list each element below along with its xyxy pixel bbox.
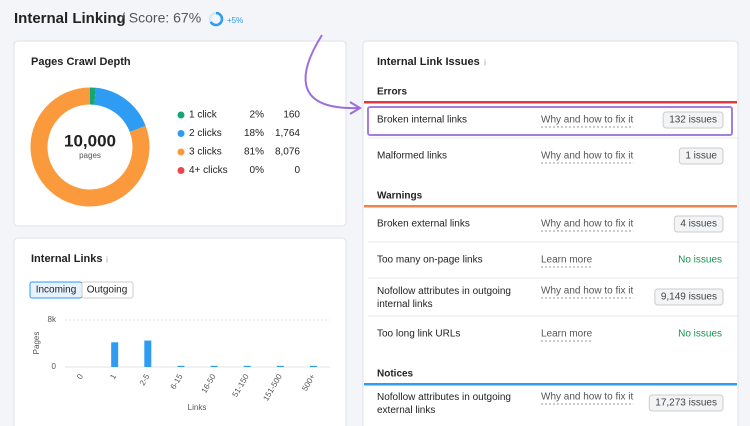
bar: [144, 340, 152, 367]
bar: [276, 365, 284, 367]
tab-label[interactable]: Outgoing: [87, 285, 128, 296]
card: [13, 237, 347, 426]
issue-label: Nofollow attributes in outgoing internal…: [377, 286, 514, 310]
issue-link[interactable]: Learn more: [541, 255, 593, 266]
issue-status: No issues: [678, 255, 722, 266]
bar: [309, 365, 317, 367]
donut-segment: [93, 87, 146, 133]
info-icon: i: [484, 57, 486, 67]
donut-segment: [30, 87, 150, 207]
x-tick-label: 0: [75, 372, 85, 381]
issue-status[interactable]: 9,149 issues: [661, 292, 717, 303]
legend-pages: 160: [283, 110, 300, 121]
group-line: [364, 383, 737, 386]
legend-label: 4+ clicks: [189, 165, 228, 176]
x-tick-label: 1: [108, 372, 118, 381]
highlight-box: [367, 106, 733, 136]
issue-link[interactable]: Why and how to fix it: [541, 392, 633, 403]
issue-link[interactable]: Why and how to fix it: [541, 151, 633, 162]
legend-pages: 8,076: [275, 147, 300, 158]
bar: [177, 365, 185, 367]
issue-label-line: internal links: [377, 299, 433, 310]
score-ring: [209, 11, 224, 27]
bar: [243, 365, 251, 367]
issue-status: No issues: [678, 329, 722, 340]
issue-link[interactable]: Why and how to fix it: [541, 219, 633, 230]
group-title: Warnings: [377, 191, 423, 202]
group-line: [364, 101, 737, 104]
tab-label[interactable]: Incoming: [36, 285, 77, 296]
y-tick-label: 8k: [48, 315, 57, 324]
legend-label: 3 clicks: [189, 147, 222, 158]
legend-percent: 2%: [250, 110, 265, 121]
status-box[interactable]: [662, 111, 724, 129]
y-axis-label: Pages: [32, 332, 41, 355]
legend-percent: 81%: [244, 147, 264, 158]
total: 10,000: [64, 131, 116, 150]
total-unit: pages: [79, 151, 101, 160]
issue-label-line: external links: [377, 405, 435, 416]
status-box[interactable]: [673, 215, 724, 233]
issue-status[interactable]: 1 issue: [685, 151, 717, 162]
issue-label: Broken external links: [377, 219, 470, 230]
card-title: Pages Crawl Depth: [31, 56, 131, 68]
legend-dot: [177, 111, 185, 119]
issue-label-line: Nofollow attributes in outgoing: [377, 286, 514, 297]
legend-dot: [177, 130, 185, 137]
issue-label-line: Nofollow attributes in outgoing: [377, 392, 514, 403]
page-title: Internal Linking: [14, 10, 126, 27]
legend-label: 1 click: [189, 110, 218, 121]
legend-percent: 18%: [244, 128, 264, 139]
issue-link[interactable]: Why and how to fix it: [541, 286, 633, 297]
legend-pages: 0: [294, 165, 300, 176]
issue-status[interactable]: 17,273 issues: [655, 398, 717, 409]
status-box[interactable]: [648, 394, 724, 412]
issue-label: Too long link URLs: [377, 329, 460, 340]
group-line: [364, 205, 737, 208]
legend-dot: [177, 148, 185, 156]
legend-label: 2 clicks: [189, 128, 222, 139]
issue-label: Nofollow attributes in outgoing external…: [377, 392, 514, 416]
bar: [210, 365, 218, 367]
legend-pages: 1,764: [275, 128, 300, 139]
card-title: Internal Link Issues: [377, 56, 480, 68]
x-axis-label: Links: [188, 403, 207, 412]
issue-link[interactable]: Learn more: [541, 329, 593, 340]
group-title: Notices: [377, 369, 414, 380]
card: [362, 40, 739, 426]
issue-label: Too many on-page links: [377, 255, 483, 266]
legend-dot: [177, 167, 185, 174]
issue-link[interactable]: Why and how to fix it: [541, 115, 633, 126]
legend-percent: 0%: [250, 165, 265, 176]
score-change: +5%: [227, 16, 243, 25]
status-box[interactable]: [678, 147, 724, 165]
group-title: Errors: [377, 87, 407, 98]
card-title: Internal Links: [31, 253, 103, 265]
bar: [111, 342, 119, 367]
tab[interactable]: [81, 281, 134, 299]
info-icon: i: [106, 254, 108, 264]
issue-label: Malformed links: [377, 151, 447, 162]
arrow-head: [349, 101, 362, 115]
status-box[interactable]: [654, 288, 724, 306]
score: / Score: 67%: [121, 10, 201, 26]
issue-status[interactable]: 132 issues: [669, 115, 717, 126]
y-tick-label: 0: [52, 362, 57, 371]
issue-status[interactable]: 4 issues: [680, 219, 717, 230]
arrow: [304, 34, 359, 110]
issue-label: Broken internal links: [377, 115, 467, 126]
